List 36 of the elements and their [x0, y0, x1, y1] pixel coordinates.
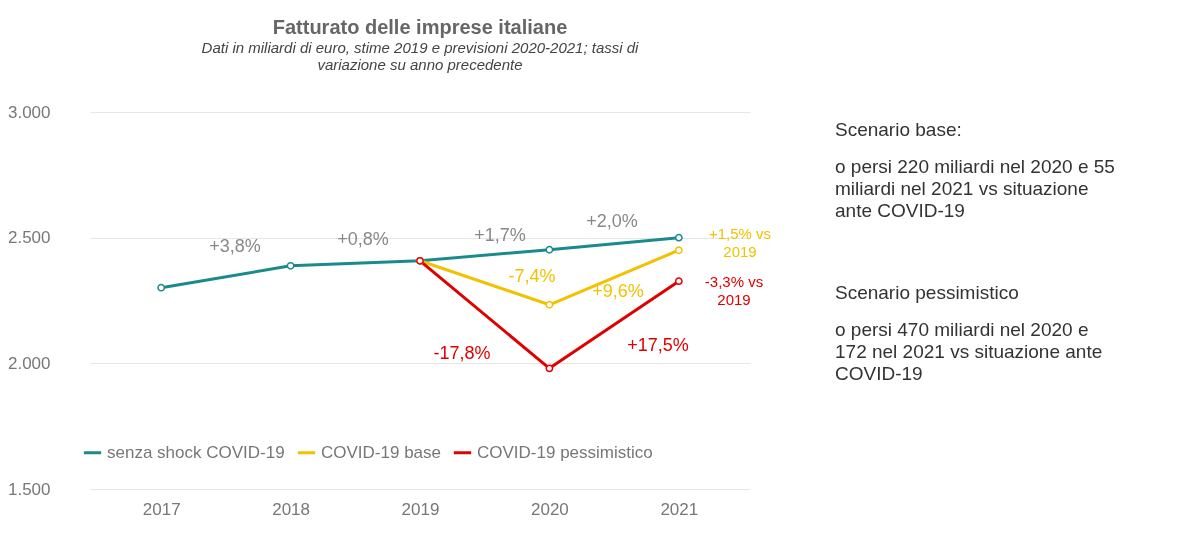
annotation: +0,8% [337, 229, 389, 249]
y-tick-label: 2.000 [7, 353, 51, 373]
point [674, 277, 683, 286]
text: Scenario pessimistico [835, 282, 1019, 303]
annotation: -3,3% vs 2019 [704, 273, 764, 308]
annotation: +17,5% [627, 335, 689, 355]
point [674, 233, 683, 242]
y-tick-label: 3.000 [7, 102, 51, 122]
annotation: +9,6% [592, 281, 644, 301]
point [545, 364, 554, 373]
y-tick-label: 2.500 [7, 228, 51, 248]
annotation: +1,5% vs 2019 [708, 225, 772, 260]
annotation: +1,7% [474, 225, 526, 245]
text: o persi 470 miliardi nel 2020 e 172 nel 2021 vs situazione ante COVID-19 [835, 319, 1103, 384]
x-tick-label: 2018 [272, 499, 310, 519]
point [286, 261, 295, 270]
x-tick-label: 2020 [531, 499, 569, 519]
x-tick-label: 2021 [660, 499, 699, 519]
text: o persi 220 miliardi nel 2020 e 55 miliardi nel 2021 vs situazione ante COVID-19 [835, 156, 1115, 221]
point [157, 283, 166, 292]
point [545, 300, 554, 309]
text: Scenario base: [835, 119, 962, 140]
annotation: +2,0% [586, 211, 638, 231]
annotation: +3,8% [209, 236, 261, 256]
point [545, 245, 554, 254]
annotation: -7,4% [508, 266, 556, 286]
annotation: -17,8% [433, 343, 491, 363]
x-tick-label: 2017 [142, 499, 181, 519]
x-tick-label: 2019 [401, 499, 440, 519]
chart-title: Fatturato delle imprese italiane [272, 16, 568, 38]
y-tick-label: 1.500 [7, 479, 51, 499]
legend-label: senza shock COVID-19 [107, 442, 285, 462]
legend-label: COVID-19 pessimistico [477, 442, 653, 462]
chart-subtitle: Dati in miliardi di euro, stime 2019 e previsioni 2020-2021; tassi di variazione su anno precedente [201, 39, 640, 73]
legend-label: COVID-19 base [321, 442, 441, 462]
point [674, 246, 683, 255]
